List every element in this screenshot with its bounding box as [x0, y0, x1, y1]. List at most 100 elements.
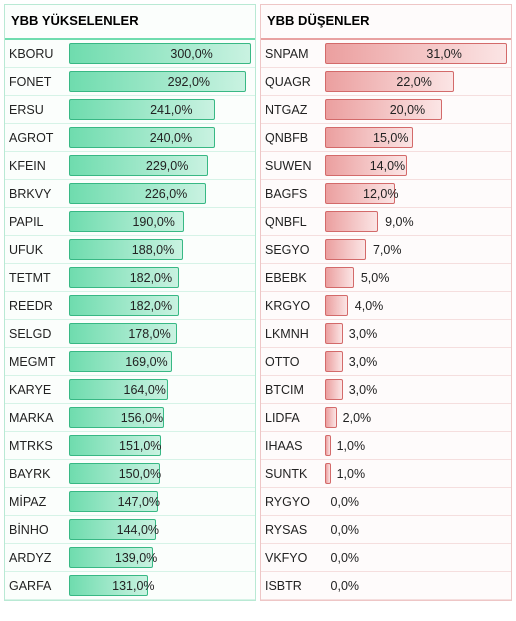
value-label: 2,0% — [343, 411, 372, 425]
bar — [325, 463, 331, 484]
table-row: SNPAM31,0% — [261, 40, 511, 68]
ticker-label: AGROT — [5, 124, 67, 151]
bar-cell: 164,0% — [67, 376, 255, 403]
bar-cell: 2,0% — [323, 404, 511, 431]
table-row: SUWEN14,0% — [261, 152, 511, 180]
bar — [69, 71, 246, 92]
table-row: LKMNH 3,0% — [261, 320, 511, 348]
bar-cell: 7,0% — [323, 236, 511, 263]
bar-cell: 144,0% — [67, 516, 255, 543]
table-row: VKFYO0,0% — [261, 544, 511, 572]
bar-cell: 150,0% — [67, 460, 255, 487]
ticker-label: FONET — [5, 68, 67, 95]
ticker-label: IHAAS — [261, 432, 323, 459]
value-label: 169,0% — [125, 355, 167, 369]
bar-cell: 240,0% — [67, 124, 255, 151]
bar-cell: 22,0% — [323, 68, 511, 95]
table-row: IHAAS 1,0% — [261, 432, 511, 460]
ticker-label: KFEIN — [5, 152, 67, 179]
table-row: BAGFS12,0% — [261, 180, 511, 208]
table-row: TETMT182,0% — [5, 264, 255, 292]
value-label: 151,0% — [119, 439, 161, 453]
value-label: 20,0% — [390, 103, 425, 117]
table-row: SUNTK1,0% — [261, 460, 511, 488]
value-label: 4,0% — [355, 299, 384, 313]
table-row: PAPIL190,0% — [5, 208, 255, 236]
bar-cell: 0,0% — [323, 488, 511, 515]
ticker-label: QUAGR — [261, 68, 323, 95]
bar-cell: 9,0% — [323, 208, 511, 235]
bar-cell: 156,0% — [67, 404, 255, 431]
ticker-label: EBEBK — [261, 264, 323, 291]
bar-cell: 182,0% — [67, 292, 255, 319]
bar-cell: 147,0% — [67, 488, 255, 515]
panel-title: YBB DÜŞENLER — [261, 5, 511, 40]
value-label: 144,0% — [117, 523, 159, 537]
ticker-label: LKMNH — [261, 320, 323, 347]
value-label: 182,0% — [130, 299, 172, 313]
value-label: 156,0% — [121, 411, 163, 425]
value-label: 240,0% — [150, 131, 192, 145]
ticker-label: KARYE — [5, 376, 67, 403]
ticker-label: MİPAZ — [5, 488, 67, 515]
bar — [325, 211, 378, 232]
ticker-label: SELGD — [5, 320, 67, 347]
bar-cell: 5,0% — [323, 264, 511, 291]
table-row: SELGD178,0% — [5, 320, 255, 348]
table-row: KFEIN229,0% — [5, 152, 255, 180]
panels-container: YBB YÜKSELENLERKBORU300,0%FONET292,0%ERS… — [4, 4, 512, 601]
ticker-label: MEGMT — [5, 348, 67, 375]
value-label: 190,0% — [132, 215, 174, 229]
ticker-label: ARDYZ — [5, 544, 67, 571]
value-label: 182,0% — [130, 271, 172, 285]
table-row: BİNHO144,0% — [5, 516, 255, 544]
value-label: 164,0% — [124, 383, 166, 397]
value-label: 3,0% — [349, 383, 378, 397]
table-row: KBORU300,0% — [5, 40, 255, 68]
bar-cell: 3,0% — [323, 376, 511, 403]
value-label: 1,0% — [337, 439, 366, 453]
table-row: FONET292,0% — [5, 68, 255, 96]
value-label: 3,0% — [349, 355, 378, 369]
ticker-label: BAGFS — [261, 180, 323, 207]
ticker-label: MARKA — [5, 404, 67, 431]
bar — [325, 71, 454, 92]
bar-cell: 3,0% — [323, 348, 511, 375]
bar — [325, 239, 366, 260]
ticker-label: QNBFB — [261, 124, 323, 151]
table-row: GARFA131,0% — [5, 572, 255, 600]
bar — [325, 267, 354, 288]
bar — [325, 351, 343, 372]
bar-cell: 139,0% — [67, 544, 255, 571]
value-label: 0,0% — [331, 495, 360, 509]
panel-gainers: YBB YÜKSELENLERKBORU300,0%FONET292,0%ERS… — [4, 4, 256, 601]
bar-cell: 190,0% — [67, 208, 255, 235]
bar — [325, 435, 331, 456]
bar-cell: 0,0% — [323, 572, 511, 599]
bar — [325, 407, 337, 428]
bar-cell: 1,0% — [323, 460, 511, 487]
ticker-label: GARFA — [5, 572, 67, 599]
bar-cell: 131,0% — [67, 572, 255, 599]
ticker-label: BRKVY — [5, 180, 67, 207]
bar — [325, 43, 507, 64]
bar-cell: 229,0% — [67, 152, 255, 179]
ticker-label: BAYRK — [5, 460, 67, 487]
bar-cell: 188,0% — [67, 236, 255, 263]
ticker-label: ERSU — [5, 96, 67, 123]
value-label: 300,0% — [170, 47, 212, 61]
value-label: 15,0% — [373, 131, 408, 145]
bar-cell: 14,0% — [323, 152, 511, 179]
value-label: 9,0% — [385, 215, 414, 229]
bar-cell: 31,0% — [323, 40, 511, 67]
table-row: REEDR182,0% — [5, 292, 255, 320]
table-row: LIDFA2,0% — [261, 404, 511, 432]
ticker-label: SUNTK — [261, 460, 323, 487]
table-row: KARYE 164,0% — [5, 376, 255, 404]
table-row: UFUK188,0% — [5, 236, 255, 264]
table-row: BTCIM3,0% — [261, 376, 511, 404]
table-row: EBEBK5,0% — [261, 264, 511, 292]
bar-cell: 178,0% — [67, 320, 255, 347]
value-label: 3,0% — [349, 327, 378, 341]
value-label: 241,0% — [150, 103, 192, 117]
